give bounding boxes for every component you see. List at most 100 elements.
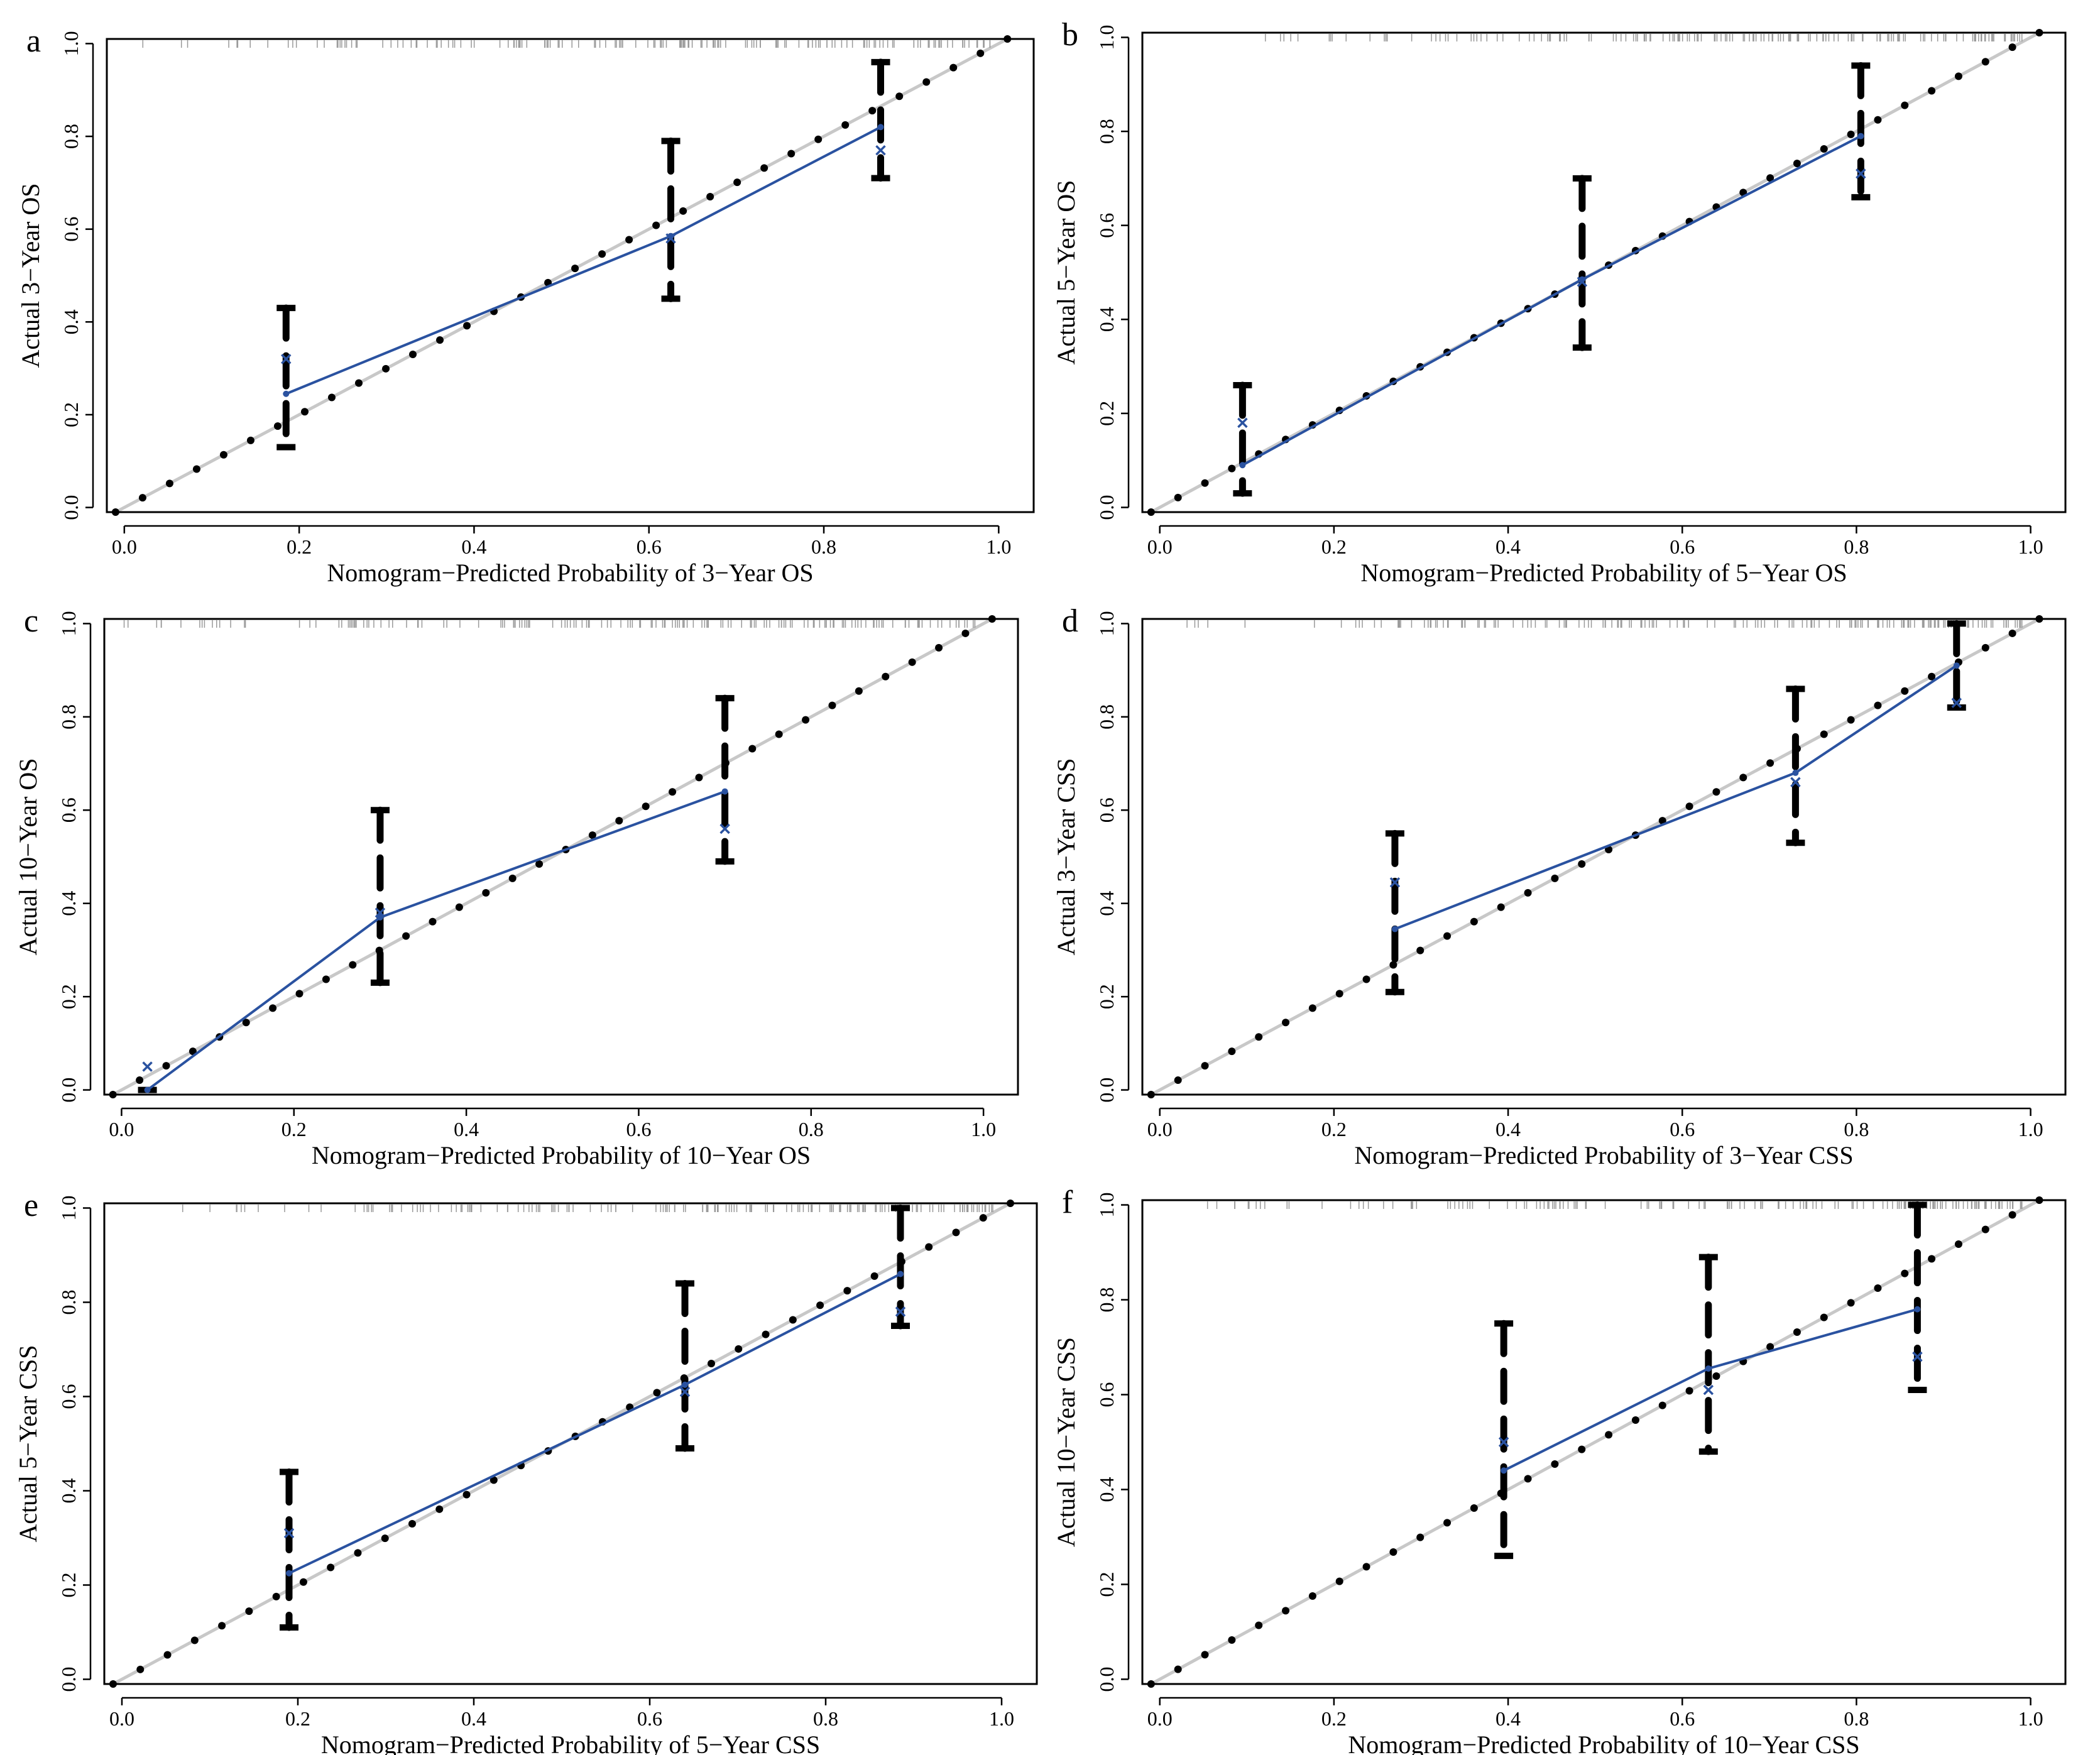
ideal-dot xyxy=(1874,1284,1882,1292)
y-tick-label: 0.6 xyxy=(1095,1382,1118,1408)
y-tick-label: 1.0 xyxy=(1095,611,1118,636)
x-axis-title: Nomogram−Predicted Probability of 5−Year… xyxy=(321,1730,820,1755)
y-tick-label: 0.4 xyxy=(1095,307,1118,332)
y-axis-title: Actual 3−Year CSS xyxy=(1052,758,1080,955)
ideal-dot xyxy=(952,1228,960,1237)
ideal-dot xyxy=(246,436,254,444)
y-tick-label: 0.2 xyxy=(60,402,82,427)
panel-letter: e xyxy=(24,1188,38,1223)
x-tick-label: 0.0 xyxy=(1147,535,1173,558)
y-axis-title: Actual 5−Year CSS xyxy=(14,1345,42,1542)
ideal-dot xyxy=(138,494,146,502)
ideal-dot xyxy=(1874,701,1882,709)
bias-corrected-marker xyxy=(142,1061,153,1072)
y-tick-label: 0.6 xyxy=(57,1384,80,1409)
ideal-dot xyxy=(1443,932,1452,940)
ideal-dot xyxy=(843,1287,851,1295)
x-tick-label: 0.2 xyxy=(282,1118,307,1140)
ideal-dot xyxy=(1201,1651,1209,1659)
y-tick-label: 0.2 xyxy=(1095,984,1118,1009)
y-tick-label: 0.2 xyxy=(57,984,80,1009)
panel-letter: a xyxy=(26,23,41,59)
y-tick-label: 0.4 xyxy=(1095,891,1118,916)
bias-corrected-marker xyxy=(1498,1436,1509,1448)
ideal-dot xyxy=(1389,1548,1397,1556)
panel-letter: c xyxy=(24,603,38,639)
x-tick-label: 0.8 xyxy=(1844,1707,1869,1730)
ideal-dot xyxy=(436,336,444,344)
observed-point xyxy=(286,1570,292,1577)
ideal-dot xyxy=(1228,464,1236,473)
y-tick-label: 0.8 xyxy=(1095,119,1118,144)
panel-frame xyxy=(103,618,1019,1096)
ideal-dot xyxy=(242,1019,250,1027)
x-tick-label: 1.0 xyxy=(2018,1118,2043,1140)
ideal-dot xyxy=(1820,1313,1828,1321)
ideal-dot xyxy=(354,1549,362,1557)
ideal-dot xyxy=(382,364,390,373)
x-tick-label: 1.0 xyxy=(986,535,1011,558)
x-tick-label: 0.2 xyxy=(287,535,312,558)
observed-point xyxy=(897,1271,904,1277)
y-tick-label: 0.4 xyxy=(57,1479,80,1504)
ideal-dot xyxy=(1524,888,1532,897)
ideal-dot xyxy=(1739,774,1747,782)
ideal-dot xyxy=(163,1651,172,1659)
ideal-dot xyxy=(1416,1533,1425,1541)
ideal-dot xyxy=(1201,1062,1209,1070)
ideal-dot xyxy=(1766,1343,1775,1351)
ideal-dot xyxy=(1443,1519,1452,1527)
y-axis-title: Actual 10−Year OS xyxy=(14,758,42,955)
ideal-dot xyxy=(295,990,304,998)
ideal-dot xyxy=(588,831,596,839)
ideal-dot xyxy=(136,1665,145,1673)
ideal-dot xyxy=(1928,1255,1936,1263)
y-axis-title: Actual 10−Year CSS xyxy=(1052,1337,1080,1547)
ideal-dot xyxy=(735,1345,743,1353)
ideal-dot xyxy=(1470,917,1478,926)
observed-point xyxy=(283,390,290,397)
observed-point xyxy=(1953,662,1960,669)
bias-corrected-marker xyxy=(1237,417,1248,429)
y-tick-label: 0.6 xyxy=(1095,797,1118,823)
ideal-dot xyxy=(322,975,330,983)
ideal-dot xyxy=(1658,1401,1666,1409)
ideal-dot xyxy=(1578,1445,1586,1453)
y-tick-label: 0.6 xyxy=(60,217,82,242)
ideal-dot xyxy=(1954,72,1962,80)
x-tick-label: 1.0 xyxy=(971,1118,996,1140)
ideal-dot xyxy=(1981,1225,1989,1233)
panel-frame xyxy=(1141,31,2067,513)
panel-frame xyxy=(103,1202,1038,1685)
ideal-dot xyxy=(760,164,768,172)
ideal-dot xyxy=(1847,1299,1855,1307)
ideal-dot xyxy=(1712,788,1720,796)
ideal-dot xyxy=(802,716,810,724)
x-tick-label: 0.8 xyxy=(811,535,836,558)
calibration-line xyxy=(146,790,726,1091)
x-tick-label: 0.0 xyxy=(109,1118,134,1140)
ideal-dot xyxy=(463,322,471,330)
ideal-dot xyxy=(1416,946,1425,954)
ideal-dot xyxy=(1255,1033,1263,1041)
ideal-dot xyxy=(1820,145,1828,153)
panel-frame xyxy=(106,38,1035,513)
ideal-dot xyxy=(1847,130,1855,138)
ideal-dot xyxy=(269,1004,277,1012)
x-tick-label: 0.8 xyxy=(1844,535,1869,558)
y-tick-label: 0.6 xyxy=(1095,213,1118,238)
ideal-dot xyxy=(828,701,836,709)
panel-letter: b xyxy=(1062,17,1078,53)
y-tick-label: 1.0 xyxy=(57,1196,80,1221)
ideal-dot xyxy=(2008,629,2016,637)
y-tick-label: 0.0 xyxy=(57,1078,80,1103)
ideal-dot xyxy=(976,49,985,57)
ideal-dot xyxy=(1497,903,1505,911)
ideal-dot xyxy=(273,422,282,430)
panel-frame xyxy=(1141,618,2067,1096)
x-tick-label: 0.4 xyxy=(461,1707,486,1730)
ideal-dot xyxy=(1228,1047,1236,1056)
x-tick-label: 0.6 xyxy=(637,535,662,558)
calibration-panel-c: c 0.0 0.2 0.4 0.6 0.8 1.0 Nomogram−Predicted Pr… xyxy=(14,603,1019,1169)
